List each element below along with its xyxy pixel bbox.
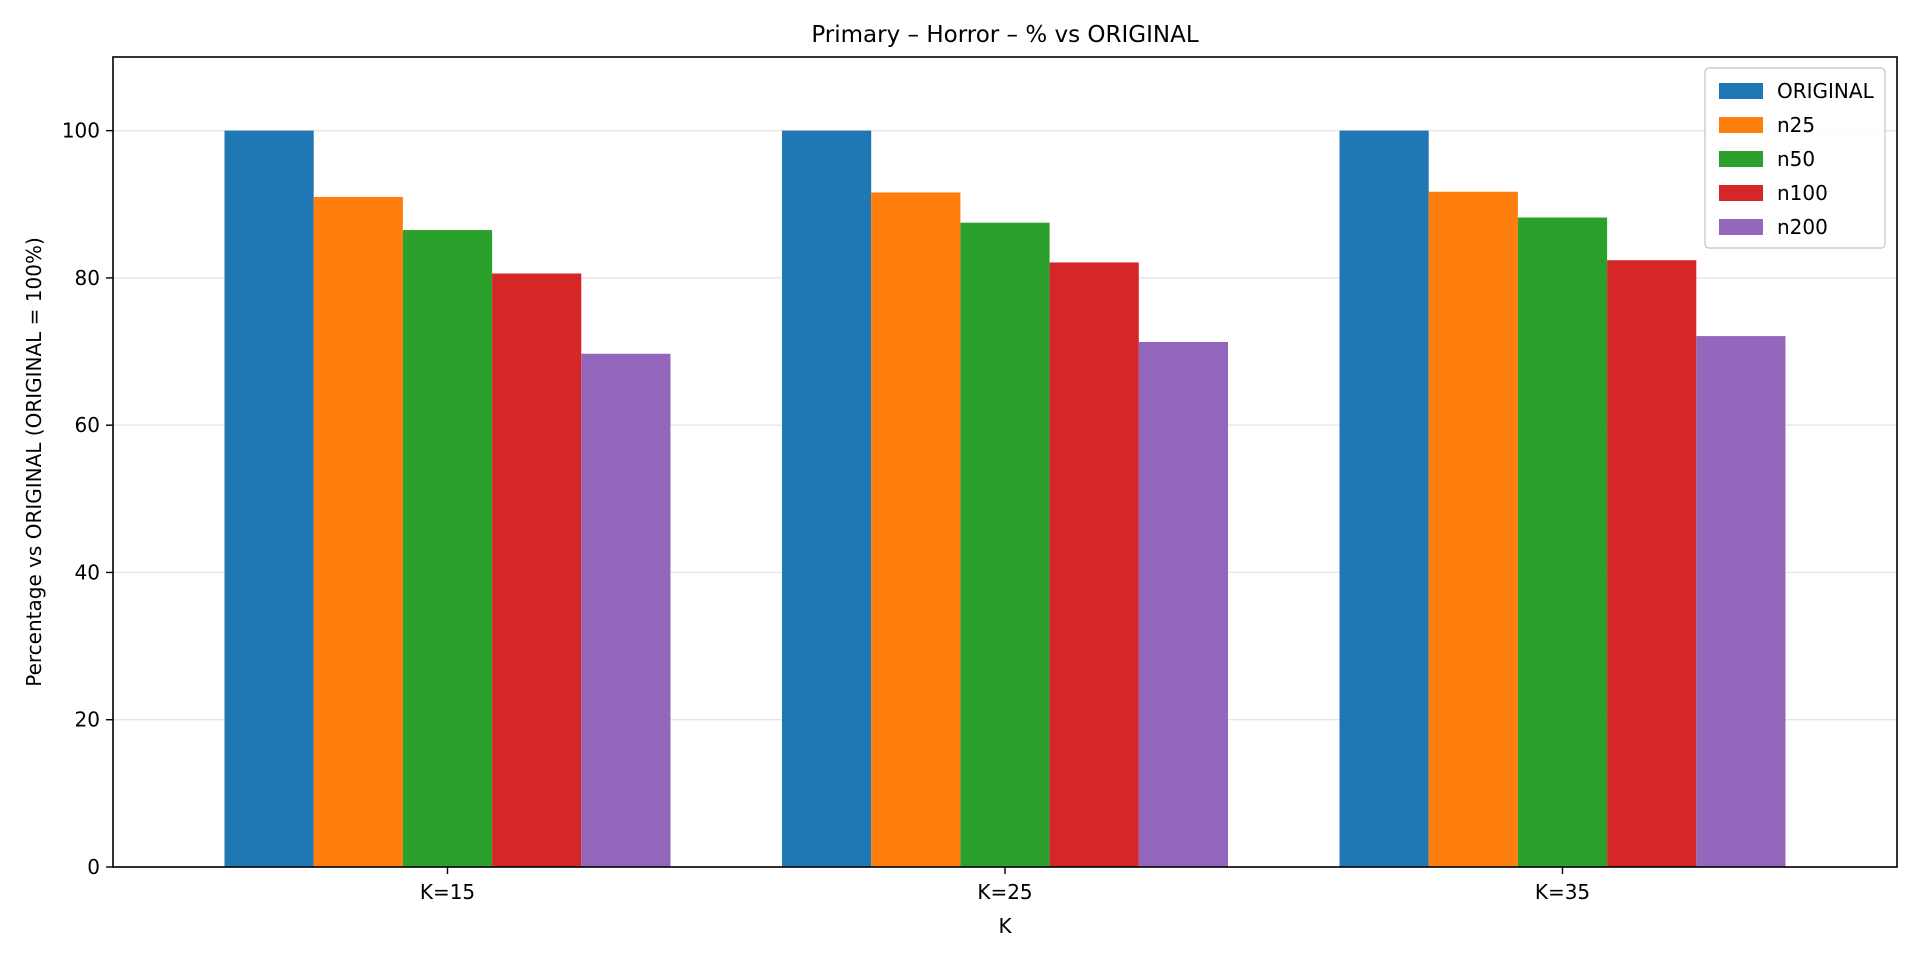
chart-title: Primary – Horror – % vs ORIGINAL <box>811 22 1199 48</box>
y-tick-label: 60 <box>75 413 100 437</box>
bar-original-k35 <box>1339 130 1429 868</box>
y-tick-label: 20 <box>75 708 100 732</box>
legend-label-n25: n25 <box>1777 113 1815 137</box>
bar-n50-k25 <box>960 222 1050 867</box>
x-tick-label: K=25 <box>977 880 1032 904</box>
bar-n50-k15 <box>402 230 493 867</box>
y-tick-label: 0 <box>87 855 100 879</box>
bar-n50-k35 <box>1517 217 1608 867</box>
legend-label-n100: n100 <box>1777 181 1828 205</box>
bar-n200-k35 <box>1696 336 1786 868</box>
x-tick-label: K=15 <box>420 880 475 904</box>
bar-n200-k15 <box>581 353 671 868</box>
bar-n100-k15 <box>492 273 582 867</box>
legend-swatch-original <box>1719 83 1763 99</box>
legend-swatch-n100 <box>1719 185 1763 201</box>
bar-original-k25 <box>782 130 872 868</box>
x-axis-label: K <box>998 914 1012 938</box>
bar-n100-k35 <box>1607 260 1697 868</box>
x-tick-label: K=35 <box>1535 880 1590 904</box>
y-tick-label: 100 <box>62 119 100 143</box>
y-tick-label: 80 <box>75 266 100 290</box>
bar-n25-k35 <box>1428 191 1518 868</box>
legend-label-n50: n50 <box>1777 147 1815 171</box>
axis-ticks: 0 20 40 60 80 100 K=15 K=25 K=35 <box>62 119 1590 904</box>
bars <box>224 130 1786 868</box>
bar-original-k15 <box>224 130 314 868</box>
bar-n200-k25 <box>1138 341 1228 867</box>
legend-swatch-n200 <box>1719 219 1763 235</box>
legend: ORIGINAL n25 n50 n100 n200 <box>1704 67 1886 249</box>
bar-n25-k15 <box>313 196 403 868</box>
legend-label-n200: n200 <box>1777 215 1828 239</box>
bar-n25-k25 <box>871 192 961 867</box>
y-tick-label: 40 <box>75 560 100 584</box>
legend-swatch-n25 <box>1719 117 1763 133</box>
legend-label-original: ORIGINAL <box>1777 79 1875 103</box>
legend-box <box>1704 67 1886 249</box>
bar-n100-k25 <box>1049 262 1139 868</box>
legend-swatch-n50 <box>1719 151 1763 167</box>
y-axis-label: Percentage vs ORIGINAL (ORIGINAL = 100%) <box>22 237 46 687</box>
